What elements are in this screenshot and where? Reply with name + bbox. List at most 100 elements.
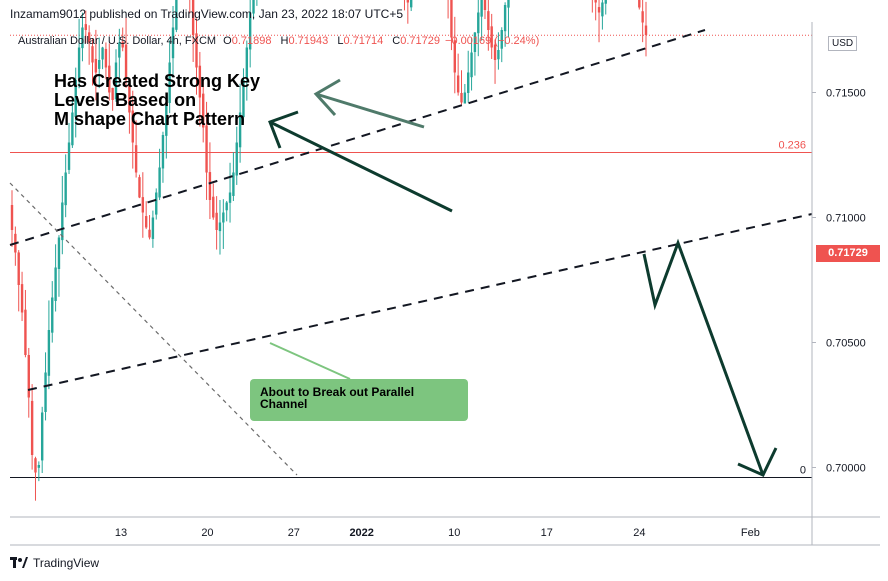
time-tick-label: 13 [115, 527, 127, 539]
trendline-drawings [9, 29, 813, 477]
candle-body [202, 93, 205, 128]
candle-body [165, 102, 168, 136]
candle-body [128, 84, 131, 113]
channel-lower-line [27, 213, 813, 391]
candle-body [644, 25, 648, 35]
callout-pointer-line [269, 342, 351, 380]
candle-body [34, 458, 37, 473]
candle-body [91, 46, 94, 63]
candle-body [131, 110, 134, 143]
candle-body [500, 30, 503, 49]
tradingview-brand[interactable]: TradingView [10, 556, 99, 570]
candle-body [477, 12, 480, 34]
candle-body [10, 205, 14, 230]
candle-body [480, 0, 483, 17]
m-pattern-arrow-dark [269, 120, 453, 213]
candle-body [406, 0, 410, 3]
candle-body [252, 0, 255, 14]
candle-body [198, 65, 202, 98]
candle-body [245, 47, 249, 79]
candle-body [242, 80, 245, 118]
candle-body [67, 142, 71, 170]
change-value: −0.00169 (−0.24%) [445, 35, 540, 47]
candle-body [17, 252, 20, 285]
candle-body [138, 177, 141, 198]
close-value: 0.71729 [400, 35, 440, 47]
candle-body [409, 0, 413, 8]
currency-badge[interactable]: USD [828, 36, 858, 51]
candle-body [87, 32, 91, 43]
candle-body [77, 47, 81, 79]
time-tick-label: 10 [448, 527, 460, 539]
candle-body [51, 297, 54, 333]
price-tick-label: 0.70000 [826, 463, 866, 475]
candle-body [161, 135, 165, 169]
candle-body [225, 202, 228, 211]
candle-body [40, 412, 44, 461]
candle-body [604, 0, 607, 4]
candle-body [134, 145, 138, 173]
price-tick-label: 0.71000 [826, 213, 866, 225]
candle-body [98, 60, 101, 69]
open-value: 0.71898 [231, 35, 272, 47]
candle-body [24, 309, 27, 355]
candle-body [168, 62, 171, 103]
candle-body [218, 222, 222, 232]
candle-body [597, 7, 601, 13]
high-label: H [280, 35, 289, 47]
m-pattern-arrowhead-grey [313, 78, 341, 117]
candle-body [208, 172, 212, 200]
candle-body [148, 229, 151, 238]
candle-body [456, 75, 460, 93]
candle-body [215, 212, 218, 230]
candle-body [124, 44, 128, 80]
candle-body [487, 11, 490, 30]
candle-body [238, 112, 242, 148]
close-label: C [392, 35, 401, 47]
candle-body [57, 237, 61, 269]
candle-body [114, 62, 118, 100]
candle-body [158, 167, 161, 198]
candle-body [235, 142, 238, 176]
candle-body [191, 0, 195, 35]
candle-body [497, 50, 500, 60]
time-tick-label: Feb [741, 527, 760, 539]
candle-body [507, 0, 510, 8]
candle-body [450, 0, 453, 38]
candle-body [212, 196, 215, 218]
fib-level-label: 0 [800, 465, 806, 477]
candle-body [74, 80, 77, 118]
candle-body [141, 197, 145, 213]
time-tick-label: 17 [541, 527, 553, 539]
headline-line-3: M shape Chart Pattern [54, 109, 246, 129]
candle-body [493, 44, 497, 60]
candle-body [108, 65, 111, 93]
breakout-callout: About to Break out Parallel Channel [250, 379, 468, 421]
chart-axes: 0.700000.705000.710000.715000.720000.725… [10, 22, 880, 546]
candle-body [470, 52, 473, 78]
candle-body [71, 112, 74, 146]
candle-body [54, 267, 57, 301]
candle-body [490, 26, 493, 48]
m-pattern-arrowhead-dark [268, 110, 299, 149]
candle-body [222, 212, 225, 223]
fib-level-label: 0.236 [778, 140, 806, 152]
symbol-name[interactable]: Australian Dollar / U.S. Dollar, 4h, FXC… [18, 35, 217, 47]
candle-body [594, 0, 597, 3]
candle-body [171, 27, 175, 59]
candle-body [111, 87, 114, 100]
candle-body [30, 400, 34, 455]
candle-body [104, 48, 108, 68]
candle-body [20, 284, 24, 313]
headline-line-2: Levels Based on [54, 90, 197, 110]
publisher-credit: Inzamam9012 published on TradingView.com… [10, 7, 404, 21]
candle-body [205, 125, 208, 173]
candle-body [228, 192, 232, 203]
channel-upper-line [9, 29, 706, 246]
projected-breakdown-path [642, 238, 765, 476]
candle-body [483, 0, 487, 10]
candle-body [503, 5, 507, 32]
candle-body [453, 40, 456, 73]
